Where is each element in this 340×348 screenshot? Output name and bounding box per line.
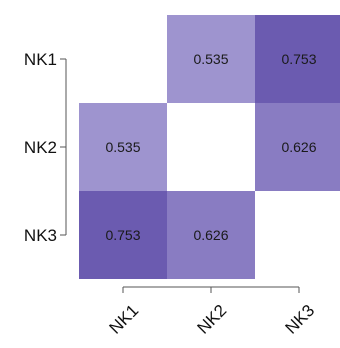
y-tick-label-NK1: NK1 — [24, 50, 57, 69]
heatmap-cell-NK1-NK1 — [79, 15, 167, 103]
y-tick-label-NK2: NK2 — [24, 138, 57, 157]
heatmap-cell-NK3-NK3 — [255, 191, 340, 279]
cell-value-label: 0.753 — [281, 51, 316, 67]
x-tick-label-NK2: NK2 — [193, 301, 230, 338]
heatmap-cell-NK3-NK2 — [167, 191, 255, 279]
cell-value-label: 0.535 — [105, 139, 140, 155]
heatmap-cell-NK2-NK3 — [255, 103, 340, 191]
cell-value-label: 0.753 — [105, 227, 140, 243]
heatmap-cell-NK1-NK2 — [167, 15, 255, 103]
x-tick-label-NK3: NK3 — [281, 301, 318, 338]
cell-value-label: 0.626 — [193, 227, 228, 243]
heatmap-cell-NK2-NK2 — [167, 103, 255, 191]
heatmap-cell-NK3-NK1 — [79, 191, 167, 279]
heatmap-cell-NK1-NK3 — [255, 15, 340, 103]
x-tick-label-NK1: NK1 — [105, 301, 142, 338]
heatmap-cell-NK2-NK1 — [79, 103, 167, 191]
cell-value-label: 0.626 — [281, 139, 316, 155]
y-tick-label-NK3: NK3 — [24, 226, 57, 245]
cell-value-label: 0.535 — [193, 51, 228, 67]
